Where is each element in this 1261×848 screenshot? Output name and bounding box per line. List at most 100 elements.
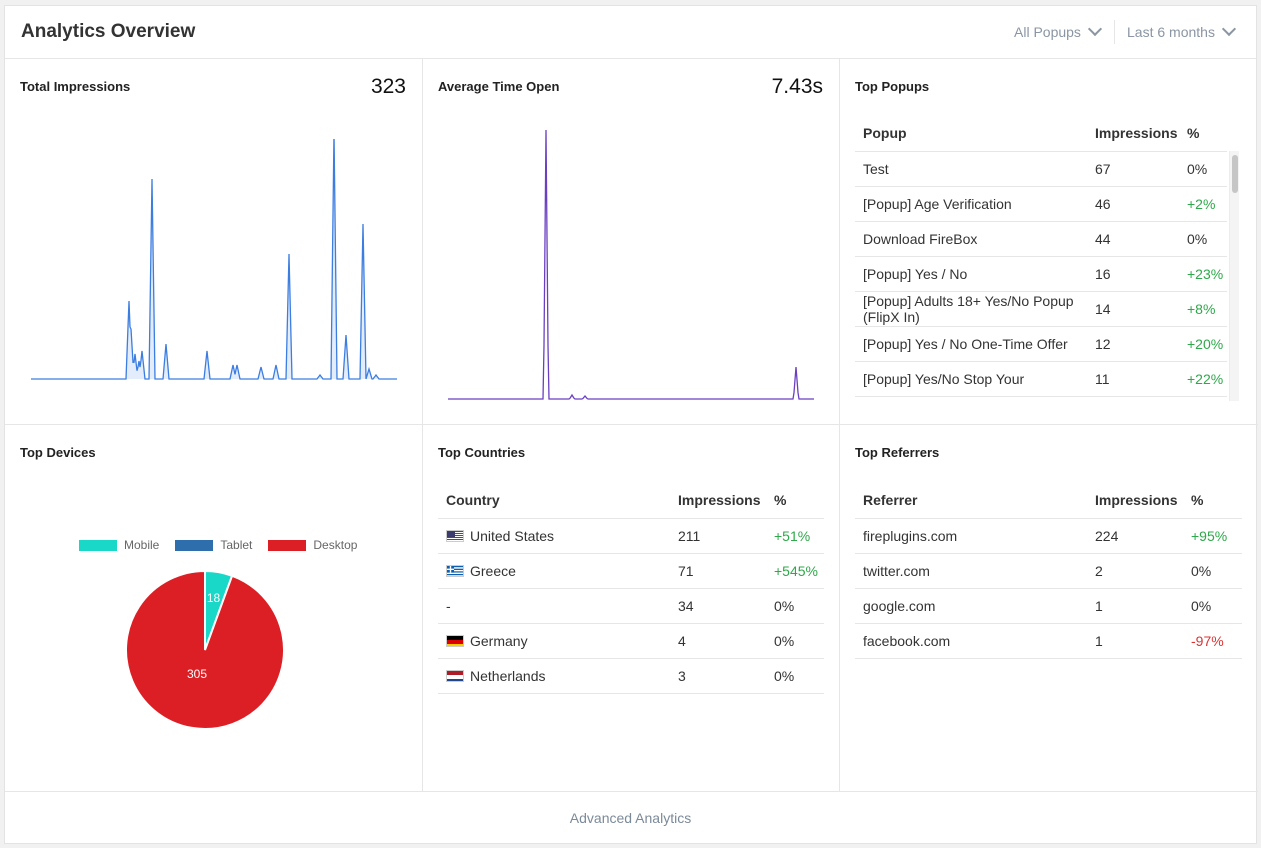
row-name-cell: fireplugins.com [855,518,1087,554]
row-percent-change: 0% [1183,588,1242,624]
row-name: Greece [470,562,516,579]
top-countries-title: Top Countries [438,445,526,460]
row-impressions: 211 [670,518,766,554]
row-percent-change: +22% [1179,361,1227,397]
column-header-percent[interactable]: % [1183,482,1242,519]
period-filter-label: Last 6 months [1127,24,1215,40]
legend-item-desktop[interactable]: Desktop [268,538,357,552]
row-impressions: 2 [1087,553,1183,589]
pie-label-mobile: 18 [207,591,221,605]
table-row[interactable]: Test 67 0% [855,151,1227,187]
table-row[interactable]: [Popup] Age Verification 46 +2% [855,186,1227,222]
legend-swatch [79,539,117,551]
row-name: fireplugins.com [863,527,958,544]
row-impressions: 14 [1087,291,1179,327]
row-impressions: 11 [1087,361,1179,397]
column-header-percent[interactable]: % [766,482,824,519]
column-header-impressions[interactable]: Impressions [670,482,766,519]
period-filter-dropdown[interactable]: Last 6 months [1127,21,1237,40]
row-name: Download FireBox [863,230,978,247]
advanced-analytics-link[interactable]: Advanced Analytics [569,810,692,826]
table-row[interactable]: twitter.com 2 0% [855,553,1242,589]
row-percent-change: 0% [1179,221,1227,257]
column-header-impressions[interactable]: Impressions [1087,482,1183,519]
column-header-impressions[interactable]: Impressions [1087,115,1179,152]
analytics-card: Analytics Overview All Popups Last 6 mon… [4,5,1258,844]
row-name-cell: Greece [438,553,670,589]
row-name: [Popup] Yes/No Stop Your [863,370,1025,387]
table-row[interactable]: google.com 1 0% [855,588,1242,624]
flag-de-icon [446,634,464,647]
row-name-cell: [Popup] Yes / No [855,256,1087,292]
row-impressions: 16 [1087,256,1179,292]
impressions-value: 323 [370,75,406,98]
legend-label: Tablet [220,538,253,552]
pie-slice-desktop[interactable] [125,569,285,730]
table-row[interactable]: United States 211 +51% [438,518,824,554]
chevron-down-icon [1221,21,1237,37]
chevron-down-icon [1087,21,1103,37]
table-row[interactable]: facebook.com 1 -97% [855,623,1242,659]
row-percent-change: 0% [766,623,824,659]
column-header-referrer[interactable]: Referrer [855,482,1087,519]
top-referrers-title: Top Referrers [855,445,940,460]
row-name: Test [863,160,889,177]
row-name: facebook.com [863,632,951,649]
top-devices-title: Top Devices [20,445,96,460]
impressions-sparkline [31,139,397,380]
row-name-cell: United States [438,518,670,554]
row-name-cell: [Popup] Yes / No One-Time Offer [855,326,1087,362]
table-row[interactable]: [Popup] Yes / No One-Time Offer 12 +20% [855,326,1227,362]
impressions-area [31,139,397,379]
legend-label: Desktop [313,538,358,552]
top-popups-scroll-area[interactable]: Popup Impressions % Test 67 0% [Popup] Age … [855,115,1227,400]
row-percent-change: -97% [1183,623,1242,659]
impressions-panel: Total Impressions 323 [5,59,423,425]
top-popups-title: Top Popups [855,79,930,94]
row-impressions: 34 [670,588,766,624]
top-popups-scrollbar[interactable] [1229,151,1239,401]
table-row[interactable]: fireplugins.com 224 +95% [855,518,1242,554]
legend-item-tablet[interactable]: Tablet [175,538,252,552]
row-name-cell: Test [855,151,1087,187]
row-name: United States [470,527,555,544]
table-row[interactable]: Greece 71 +545% [438,553,824,589]
table-row[interactable]: - 34 0% [438,588,824,624]
legend-item-mobile[interactable]: Mobile [79,538,159,552]
row-percent-change: +20% [1179,326,1227,362]
popup-filter-dropdown[interactable]: All Popups [1014,21,1103,40]
table-row[interactable]: Download FireBox 44 0% [855,221,1227,257]
pie-label-desktop: 305 [187,667,207,681]
row-impressions: 3 [670,658,766,694]
column-header-popup[interactable]: Popup [855,115,1087,152]
top-devices-panel: Top Devices Mobile Tablet Desktop 18 305 [5,425,423,792]
card-footer: Advanced Analytics [5,792,1256,844]
row-name: Netherlands [470,667,546,684]
row-percent-change: 0% [1183,553,1242,589]
row-name: Germany [470,632,528,649]
time-open-value: 7.43s [771,75,823,98]
row-percent-change: +8% [1179,291,1227,327]
row-name-cell: Download FireBox [855,221,1087,257]
row-percent-change: 0% [766,658,824,694]
table-row[interactable]: [Popup] Yes / No 16 +23% [855,256,1227,292]
column-header-percent[interactable]: % [1179,115,1227,152]
column-header-country[interactable]: Country [438,482,670,519]
row-impressions: 44 [1087,221,1179,257]
row-impressions: 12 [1087,326,1179,362]
row-percent-change: +51% [766,518,824,554]
table-row[interactable]: Germany 4 0% [438,623,824,659]
table-row[interactable]: [Popup] Adults 18+ Yes/No Popup (FlipX I… [855,291,1227,327]
scrollbar-thumb[interactable] [1232,155,1238,193]
flag-us-icon [446,529,464,542]
table-row[interactable]: Netherlands 3 0% [438,658,824,694]
row-impressions: 224 [1087,518,1183,554]
row-name: - [446,597,451,614]
top-referrers-panel: Top Referrers Referrer Impressions % fir… [840,425,1258,792]
table-row[interactable]: [Popup] Yes/No Stop Your 11 +22% [855,361,1227,397]
row-name: twitter.com [863,562,930,579]
legend-swatch [175,539,214,551]
row-percent-change: +545% [766,553,824,589]
time-open-panel: Average Time Open 7.43s [423,59,840,425]
row-name: [Popup] Adults 18+ Yes/No Popup (FlipX I… [863,292,1074,325]
